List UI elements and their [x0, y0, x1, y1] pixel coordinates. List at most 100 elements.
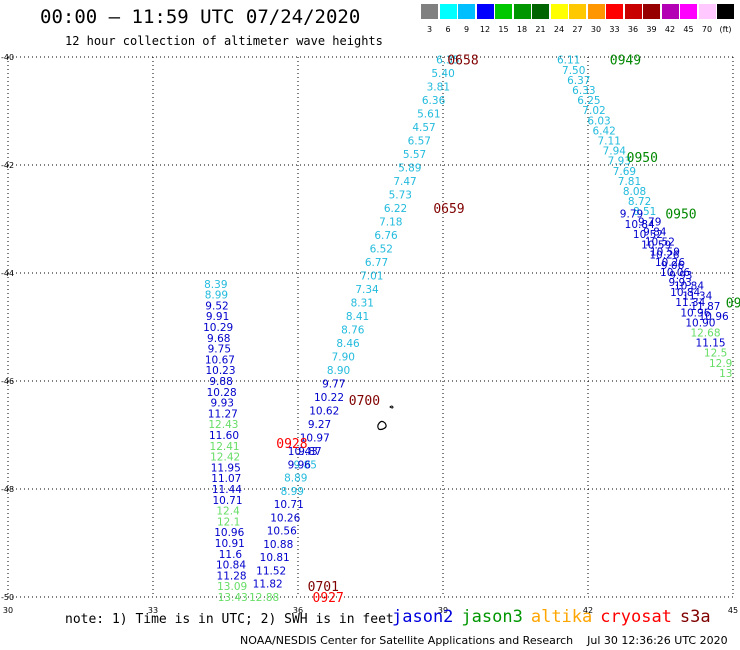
wave-height-label: 10.06 — [660, 267, 690, 279]
pass-time-label: 0927 — [313, 591, 344, 606]
scale-label: 21 — [535, 25, 546, 34]
wave-height-label: 6.03 — [587, 115, 610, 127]
wave-height-label: 7.50 — [562, 65, 585, 77]
legend-s3a: s3a — [679, 607, 711, 627]
wave-height-label: 9.06 — [661, 260, 685, 272]
wave-height-label: 12.4 — [216, 506, 240, 518]
scale-label: 3 — [426, 25, 433, 34]
wave-height-label: 6.37 — [567, 75, 590, 87]
wave-height-label: 5.57 — [403, 149, 426, 161]
lon-tick-label: 33 — [148, 606, 158, 615]
lon-tick-label: 42 — [583, 606, 593, 615]
lat-tick-label: -46 — [1, 377, 14, 386]
scale-label: 45 — [683, 25, 694, 34]
wave-height-label: 10.84 — [625, 219, 655, 231]
wave-height-tracks: 6.355.40 3.816.36 5.614.57 6.575.57 5.897.47… — [203, 55, 732, 604]
wave-height-label: 5.89 — [398, 163, 421, 175]
lat-tick-label: -44 — [1, 269, 14, 278]
wave-height-label: 6.77 — [365, 257, 388, 269]
wave-height-label: 11.15 — [696, 338, 726, 350]
wave-height-label: 9.75 — [208, 344, 231, 356]
wave-height-label: 8.46 — [336, 338, 360, 350]
wave-height-label: 12.5 — [704, 348, 727, 360]
wave-height-label: 6.42 — [592, 125, 615, 137]
scale-swatch — [513, 4, 531, 19]
scale-swatch — [458, 4, 475, 19]
wave-height-label: 11.34 — [675, 297, 705, 309]
wave-height-label: 11.44 — [212, 484, 242, 496]
scale-label: 70 — [701, 25, 713, 34]
scale-swatch — [587, 4, 605, 19]
wave-height-label: 13 — [719, 368, 732, 380]
wave-height-label: 12.88 — [249, 592, 279, 604]
scale-swatch — [476, 4, 494, 19]
wave-height-label: 6.11 — [557, 55, 580, 67]
wave-height-label: 6.33 — [572, 85, 595, 97]
scale-label: 24 — [553, 25, 565, 34]
track-pass-0950: 9.7910.8410.5210.5910.269.069.9310.8411.… — [620, 209, 729, 324]
wave-height-label: 8.76 — [341, 325, 365, 337]
pass-time-label: 095 — [726, 297, 740, 312]
lon-tick-label: 45 — [728, 606, 738, 615]
scale-swatch — [643, 4, 660, 19]
wave-height-label: 7.93 — [608, 156, 631, 168]
lat-tick-label: -48 — [1, 485, 14, 494]
wave-height-label: 9.93 — [668, 277, 691, 289]
wave-height-label: 6.52 — [370, 244, 393, 256]
lat-tick-label: -42 — [1, 161, 14, 170]
wave-height-label: 10.67 — [205, 354, 235, 366]
wave-height-label: 10.96 — [699, 311, 729, 323]
wave-height-label: 11.82 — [253, 579, 283, 591]
wave-height-label: 12.43 — [208, 419, 238, 431]
scale-swatch — [569, 4, 586, 19]
wave-height-label: 8.31 — [351, 298, 374, 310]
wave-height-label: 13.43 — [218, 592, 248, 604]
wave-height-label: 10.56 — [267, 526, 297, 538]
pass-time-label: 0700 — [349, 394, 380, 409]
wave-height-label: 5.73 — [389, 190, 412, 202]
wave-height-label: 12.41 — [210, 441, 240, 453]
wave-height-label: 11.87 — [690, 301, 720, 313]
wave-height-label: 9.91 — [206, 311, 229, 323]
wave-height-label: 6.22 — [384, 203, 407, 215]
scale-label: 39 — [646, 25, 657, 34]
wave-height-label: 9.27 — [308, 419, 331, 431]
legend-cryosat: cryosat — [600, 607, 672, 627]
wave-height-label: 9.87 — [298, 446, 321, 458]
wave-height-label: 8.08 — [623, 186, 646, 198]
wave-height-label: 7.90 — [332, 352, 355, 364]
lon-tick-label: 36 — [293, 606, 303, 615]
wave-height-label: 10.71 — [274, 499, 304, 511]
scale-swatch — [550, 4, 568, 19]
wave-height-label: 10.96 — [214, 527, 244, 539]
pass-time-label: 0950 — [665, 208, 696, 223]
scale-swatch — [680, 4, 697, 19]
wave-height-label: 7.47 — [393, 176, 416, 188]
wave-height-label: 12.68 — [690, 327, 720, 339]
scale-swatch — [421, 4, 438, 19]
wave-height-label: 11.28 — [217, 570, 247, 582]
legend-jason2: jason2 — [392, 607, 454, 627]
wave-height-label: 12.1 — [217, 516, 240, 528]
footer-credit: NOAA/NESDIS Center for Satellite Applica… — [240, 634, 728, 647]
wave-height-label: 11.34 — [682, 291, 712, 303]
wave-height-label: 9.88 — [209, 376, 232, 388]
track-pass-0658: 6.355.40 3.816.36 5.614.57 6.575.57 5.897.47… — [294, 55, 460, 472]
lon-tick-label: 30 — [3, 606, 13, 615]
wave-height-label: 10.23 — [205, 365, 235, 377]
wave-height-label: 6.57 — [408, 136, 431, 148]
scale-label: 6 — [445, 25, 451, 34]
wave-height-label: 4.57 — [412, 122, 435, 134]
wave-height-label: 10.88 — [263, 539, 293, 551]
scale-swatch — [532, 4, 549, 19]
island-coastline — [377, 405, 394, 431]
track-pass-0927: 8.398.999.529.9110.299.689.7510.6710.239… — [203, 279, 248, 604]
wave-height-label: 7.81 — [618, 176, 641, 188]
pass-time-label: 0950 — [627, 151, 658, 166]
wave-height-label: 7.02 — [582, 105, 605, 117]
wave-height-label: 3.81 — [427, 82, 450, 94]
wave-height-label: 8.41 — [346, 311, 369, 323]
wave-height-label: 6.25 — [577, 95, 600, 107]
scale-label: 33 — [609, 25, 620, 34]
wave-height-label: 12.9 — [709, 358, 732, 370]
